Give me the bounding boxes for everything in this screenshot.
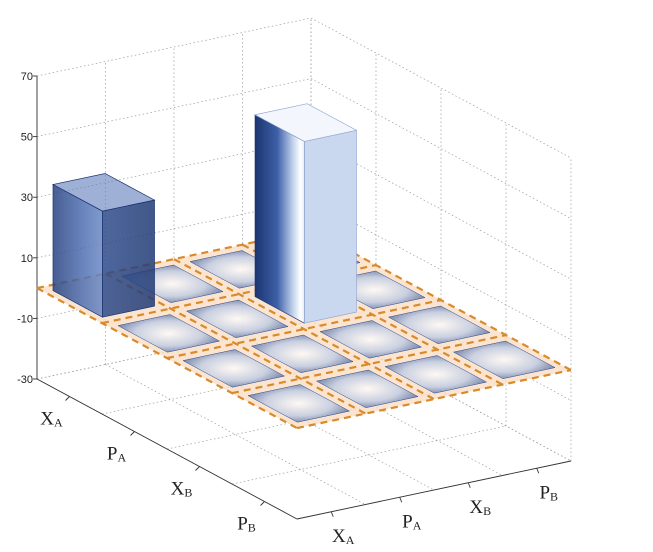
bars [51,103,556,423]
col-category-label: PA [402,511,422,532]
zero-cell [185,299,289,338]
z-tick-label: 10 [21,253,33,265]
zero-plane-row-line [231,334,507,395]
bar-face-side [304,129,357,324]
grid-line [105,364,366,505]
col-tick-mark [536,468,540,474]
cylinder-bar [254,103,358,324]
row-axis-line [36,378,298,520]
bar-face-side [102,199,155,318]
col-tick-mark [330,511,334,517]
bar-face-top [51,173,156,212]
zero-cell [384,355,488,394]
cell-tile [319,320,423,359]
cell-tile [185,299,289,338]
row-tick-mark [65,396,70,401]
zero-cell [250,334,354,373]
bar-face-front [254,114,305,324]
z-tick-label: 70 [21,71,33,83]
labels: 70 50 30 10 -10 -30 XA PA XB PB XA PA XB PB [17,71,558,547]
col-category-label: XA [332,526,355,547]
zero-cell [387,305,491,344]
col-tick-mark [399,497,403,503]
zero-cell [452,340,556,379]
cell-tile [315,369,419,408]
cell-tile [182,349,286,388]
col-category-label: PB [539,482,558,503]
z-tick-label: 50 [21,132,33,144]
zero-plane-row-line [296,369,572,430]
row-category-label: PA [107,444,127,465]
row-tick-mark [130,431,135,436]
zero-cell [182,349,286,388]
zero-cell [315,369,419,408]
z-tick-label: -30 [17,374,33,386]
zero-cell [319,320,423,359]
cell-tile [247,384,351,423]
row-tick-mark [195,466,200,471]
zero-cell [117,314,221,353]
z-tick-label: 30 [21,192,33,204]
row-category-label: XB [171,479,193,500]
zero-plane-col-line [36,287,298,430]
row-tick-mark [260,501,265,506]
zero-cell [247,384,351,423]
grid-line [36,17,312,77]
box-bar [51,173,156,318]
bar-face-top [254,103,358,142]
grid-line [36,78,312,137]
zero-plane-col-line [173,258,435,401]
cell-tile [250,334,354,373]
grid-line [310,78,572,219]
col-category-label: XB [469,497,491,518]
z-tick-label: -10 [17,313,33,325]
cell-tile [387,305,491,344]
cell-tile [452,340,556,379]
cell-tile [384,355,488,394]
col-tick-mark [467,482,471,488]
zero-plane-row-line [166,299,442,360]
row-category-label: PB [237,514,256,535]
row-category-label: XA [40,409,63,430]
col-axis-line [296,460,572,520]
axes [33,75,572,520]
grid-line [310,17,572,159]
cell-tile [117,314,221,353]
